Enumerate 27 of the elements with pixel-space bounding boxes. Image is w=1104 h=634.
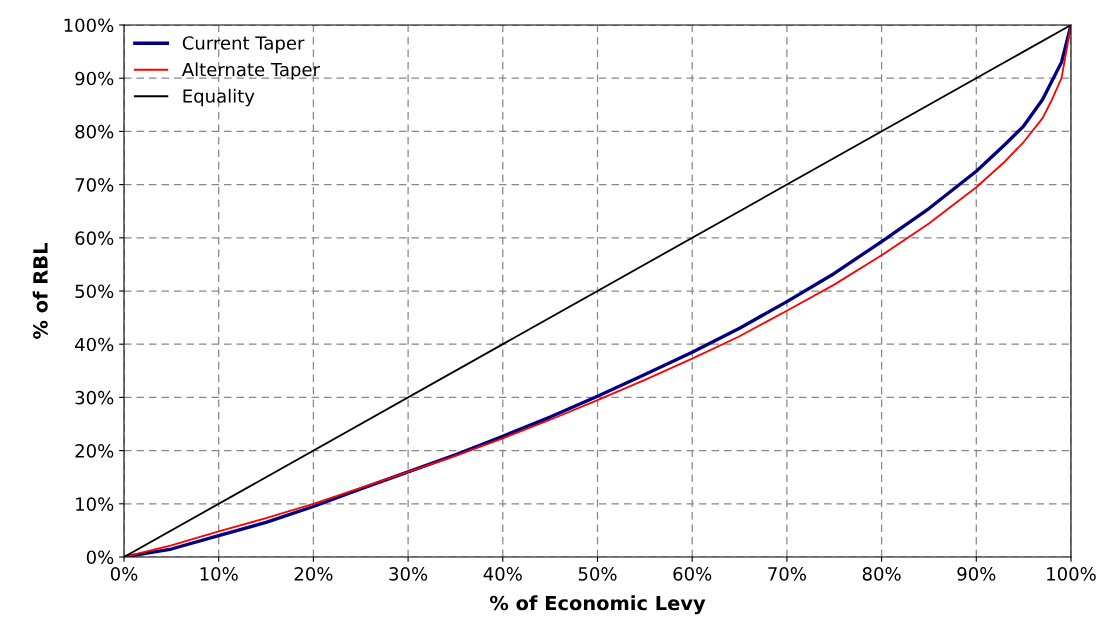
- x-tick-label: 90%: [957, 567, 996, 581]
- y-tick-label: 50%: [75, 284, 114, 299]
- legend-label: Alternate Taper: [181, 62, 320, 80]
- x-axis-title: % of Economic Levy: [489, 595, 706, 615]
- y-tick-label: 0%: [86, 550, 114, 565]
- x-tick-label: 20%: [294, 567, 333, 581]
- y-tick-label: 80%: [75, 124, 114, 139]
- y-axis-title: % of RBL: [32, 243, 48, 339]
- x-tick-label: 0%: [110, 567, 138, 581]
- legend-label: Equality: [183, 88, 255, 107]
- x-tick-label: 60%: [673, 567, 712, 581]
- x-tick-label: 80%: [862, 567, 901, 581]
- y-tick-label: 70%: [75, 178, 114, 192]
- x-tick-label: 30%: [389, 567, 428, 581]
- y-tick-label: 10%: [76, 497, 114, 511]
- y-tick-label: 40%: [75, 337, 114, 352]
- y-tick-label: 90%: [75, 71, 114, 86]
- y-tick-label: 20%: [75, 444, 114, 458]
- y-tick-label: 30%: [75, 390, 114, 405]
- y-tick-label: 60%: [75, 231, 114, 245]
- x-tick-label: 100%: [1047, 567, 1096, 581]
- y-tick-label: 100%: [64, 18, 114, 33]
- x-tick-label: 10%: [200, 567, 238, 581]
- x-tick-label: 40%: [483, 567, 522, 581]
- x-tick-label: 50%: [578, 567, 617, 581]
- x-tick-label: 70%: [768, 567, 806, 581]
- legend-label: Current Taper: [182, 36, 305, 54]
